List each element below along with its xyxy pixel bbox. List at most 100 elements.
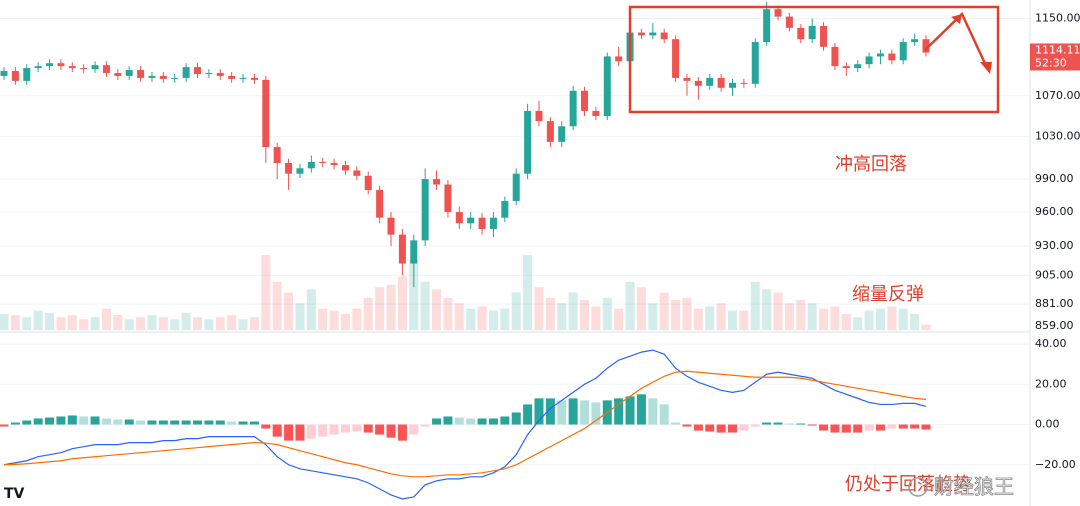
candle-body [785, 16, 793, 28]
candle-body [444, 184, 452, 213]
candle-body [660, 32, 668, 40]
histogram-bar [762, 422, 772, 425]
candle-body [683, 77, 691, 81]
volume-bar [580, 300, 590, 330]
volume-bar [22, 317, 32, 330]
volume-bar [807, 303, 817, 330]
candle-body [524, 110, 532, 174]
volume-bar [136, 317, 146, 330]
candle-body [0, 71, 8, 76]
histogram-bar [705, 424, 715, 432]
volume-bar [853, 317, 863, 330]
candle-body [262, 79, 270, 148]
candle-body [285, 162, 293, 174]
annotation: 缩量反弹 [852, 284, 924, 305]
volume-bar [272, 281, 282, 330]
volume-bar [261, 255, 271, 330]
candle-body [569, 90, 577, 127]
candle-body [865, 56, 873, 65]
volume-bar [181, 312, 191, 330]
candle-body [717, 77, 725, 88]
watermark: 财经狼王 [934, 475, 1014, 499]
volume-bar [295, 303, 305, 330]
histogram-bar [864, 424, 874, 431]
histogram-bar [898, 424, 908, 429]
histogram-bar [727, 424, 737, 433]
histogram-bar [420, 424, 430, 427]
volume-bar [454, 303, 464, 330]
volume-bar [523, 255, 533, 330]
arrow-head [951, 14, 962, 24]
histogram-bar [284, 424, 294, 441]
candle-body [239, 77, 247, 79]
volume-bar [466, 308, 476, 330]
y-tick-label: 990.00 [1035, 172, 1074, 185]
volume-bar [750, 281, 760, 330]
candle-body [410, 240, 418, 264]
volume-bar [284, 292, 294, 330]
countdown-label: 52:30 [1035, 56, 1067, 69]
volume-bar [830, 306, 840, 330]
histogram-bar [511, 412, 521, 425]
histogram-bar [910, 424, 920, 429]
histogram-bar [101, 418, 111, 425]
histogram-bar [90, 416, 100, 425]
candle-body [854, 64, 862, 69]
histogram-bar [682, 424, 692, 427]
histogram-bar [249, 421, 259, 425]
volume-layer [0, 255, 931, 330]
volume-bar [705, 306, 715, 330]
histogram-bar [773, 422, 783, 425]
candle-body [11, 71, 19, 81]
volume-bar [819, 308, 829, 330]
volume-bar [193, 317, 203, 330]
volume-bar [887, 306, 897, 330]
histogram-bar [318, 424, 328, 437]
histogram-bar [796, 423, 806, 425]
histogram-bar [238, 421, 248, 425]
volume-bar [375, 287, 385, 330]
candle-body [672, 39, 680, 78]
candle-body [808, 25, 816, 40]
histogram-bar [45, 417, 55, 425]
histogram-bar [261, 424, 271, 429]
histogram-bar [454, 417, 464, 425]
candle-body [194, 67, 202, 74]
histogram-bar [887, 424, 897, 429]
histogram-bar [386, 424, 396, 438]
y-tick-label: 20.00 [1035, 377, 1067, 390]
volume-bar [773, 292, 783, 330]
candle-body [797, 27, 805, 40]
histogram-bar [557, 400, 567, 425]
candle-body [34, 66, 42, 69]
histogram-bar [443, 416, 453, 425]
histogram-bar [409, 424, 419, 435]
volume-bar [306, 289, 316, 330]
candle-body [364, 175, 372, 190]
histogram-bar [636, 394, 646, 425]
candle-body [615, 56, 623, 62]
candle-body [421, 179, 429, 241]
histogram-bar [170, 420, 180, 425]
macd-line [3, 370, 927, 478]
y-tick-label: 930.00 [1035, 239, 1074, 252]
histogram-bar [580, 400, 590, 425]
candle-body [751, 42, 759, 84]
volume-bar [591, 306, 601, 330]
candle-body [387, 217, 395, 235]
volume-bar [875, 308, 885, 330]
y-tick-label: 40.00 [1035, 337, 1067, 350]
volume-bar [33, 310, 43, 330]
candle-body [455, 212, 463, 224]
annotation: 冲高回落 [835, 154, 907, 175]
volume-bar [56, 317, 66, 330]
candle-body [820, 25, 828, 47]
volume-bar [648, 303, 658, 330]
candle-body [125, 70, 133, 76]
candle-body [558, 126, 566, 142]
candle-body [341, 165, 349, 171]
candle-body [501, 200, 509, 218]
candle-body [478, 217, 486, 229]
histogram-bar [671, 422, 681, 425]
